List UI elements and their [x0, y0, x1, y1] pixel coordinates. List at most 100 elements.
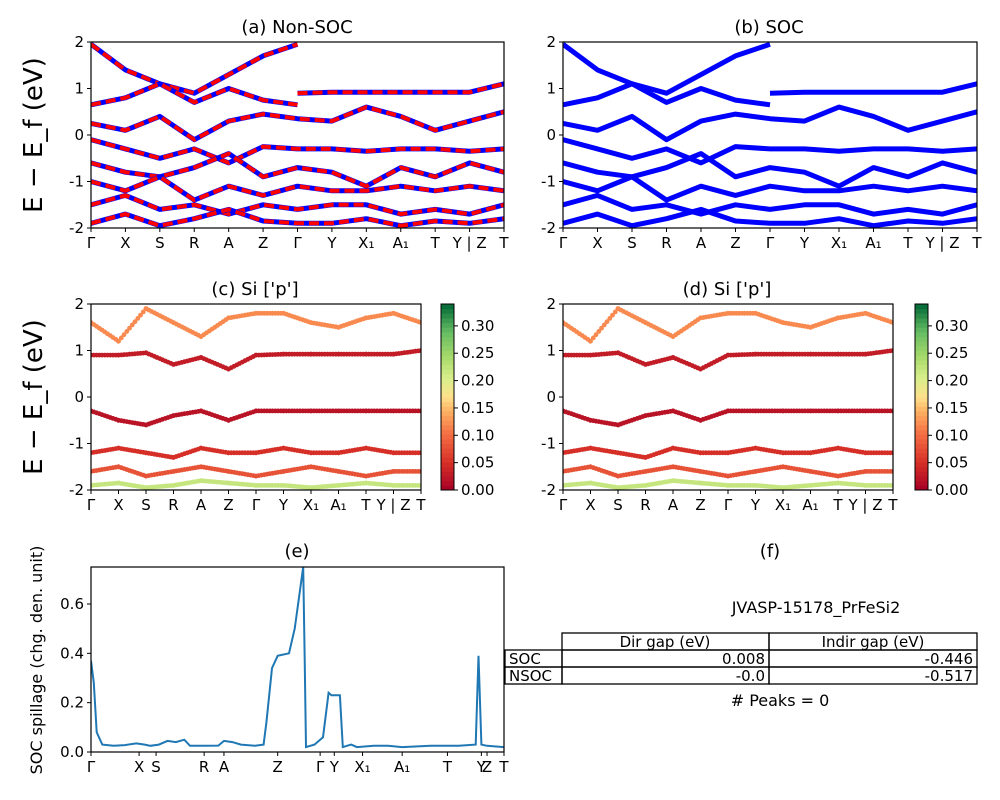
x-tick-label: T: [360, 496, 371, 514]
colorbar-segment: [441, 304, 454, 310]
plot-data-layer: [91, 42, 504, 228]
colorbar-segment: [915, 383, 928, 389]
colorbar-segment: [915, 355, 928, 361]
panel-e-ylabel: SOC spillage (chg. den. unit): [27, 546, 46, 775]
y-tick-label: 2: [546, 295, 556, 313]
y-tick-label: -1: [541, 435, 556, 453]
colorbar-segment: [915, 331, 928, 338]
gap-table-row-soc-dir: 0.008: [722, 650, 765, 668]
colorbar-segment: [441, 322, 454, 328]
colorbar-segment: [915, 359, 928, 365]
band-line-7: [563, 192, 977, 217]
colorbar-tick-label: 0.00: [935, 481, 968, 499]
y-tick-label: 1: [74, 342, 84, 360]
x-tick-label: A₁: [394, 758, 410, 776]
y-tick-label: 0.6: [60, 595, 84, 613]
panel-e-plot: 0.00.20.40.6Γ X S R A Z Γ Y X₁ A₁ T YZ T: [60, 566, 509, 776]
colorbar-segment: [915, 462, 928, 468]
colorbar-tick-label: 0.05: [461, 454, 494, 472]
colorbar-segment: [915, 401, 928, 407]
colorbar-segment: [441, 378, 454, 384]
plot-data-layer: [91, 567, 504, 749]
x-tick-label: Z: [730, 234, 740, 252]
y-tick-label: -1: [541, 173, 556, 191]
colorbar-segment: [441, 369, 454, 375]
colorbar-segment: [441, 327, 454, 333]
x-tick-label: Y: [799, 234, 810, 252]
colorbar-segment: [441, 424, 454, 431]
panel-f-title: (f): [760, 541, 780, 562]
axes-frame: [90, 303, 422, 491]
x-tick-label: A₁: [330, 496, 346, 514]
x-tick-label: T: [430, 234, 441, 252]
colorbar-segment: [441, 438, 454, 444]
y-tick-label: 0.4: [60, 644, 84, 662]
x-tick-label: Γ: [293, 234, 302, 252]
x-tick-label: X₁: [775, 496, 791, 514]
x-tick-label: Y | Z: [847, 496, 882, 514]
colorbar-segment: [915, 485, 928, 491]
colorbar-segment: [441, 392, 454, 398]
panel-b-soc-bands: (b) SOC -2 -1 0 1 2 Γ X S R A Z Γ Y X₁ A₁ T Y | Z T: [541, 17, 982, 252]
x-tick-label: R: [168, 496, 178, 514]
x-tick-label: X₁: [354, 758, 370, 776]
gap-table-cell-nsoc-indir: [768, 666, 978, 685]
colorbar-segment: [441, 471, 454, 477]
y-tick-label: 2: [546, 33, 556, 51]
band-line-4: [563, 137, 977, 166]
colorbar-segment: [441, 401, 454, 407]
x-tick-label: Z: [273, 758, 283, 776]
band-point: [601, 322, 607, 328]
gap-table-row-nsoc-indir: -0.517: [925, 667, 973, 685]
band-overlay-8: [91, 207, 504, 228]
x-tick-label: Y: [329, 758, 340, 776]
x-tick-label: Γ: [559, 234, 568, 252]
colorbar-segment: [441, 452, 454, 458]
colorbar-segment: [915, 471, 928, 477]
colorbar-segment: [441, 373, 454, 379]
band-line-3: [91, 104, 504, 143]
y-tick-label: 2: [74, 295, 84, 313]
y-tick-label: 0.2: [60, 694, 84, 712]
x-tick-label: Y | Z: [924, 234, 959, 252]
x-tick-label: Y | Z: [375, 496, 410, 514]
y-tick-label: 0: [74, 126, 84, 144]
x-tick-label: A: [196, 496, 207, 514]
y-tick-label: 0.0: [60, 743, 84, 761]
y-tick-label: -2: [541, 219, 556, 237]
peaks-count: # Peaks = 0: [731, 691, 830, 710]
colorbar-segment: [915, 448, 928, 454]
band-point: [118, 335, 124, 341]
band-point: [127, 325, 132, 331]
x-tick-label: Γ: [252, 496, 261, 514]
x-tick-label: S: [151, 758, 161, 776]
x-tick-label: T: [415, 496, 426, 514]
colorbar-segment: [441, 345, 454, 351]
x-tick-label: R: [199, 758, 209, 776]
x-tick-label: Y: [326, 234, 337, 252]
band-line-3: [563, 104, 977, 143]
colorbar-segment: [441, 420, 454, 426]
colorbar-tick-label: 0.20: [461, 372, 494, 390]
x-tick-label: A₁: [802, 496, 818, 514]
colorbar-segment: [915, 322, 928, 328]
colorbar-segment: [915, 387, 928, 393]
colorbar-segment: [915, 410, 928, 417]
colorbar-segment: [915, 476, 928, 482]
colorbar-segment: [441, 341, 454, 347]
x-tick-label: X₁: [831, 234, 847, 252]
x-tick-label: A₁: [393, 234, 409, 252]
colorbar-segment: [915, 336, 928, 342]
colorbar-segment: [915, 308, 928, 314]
colorbar-segment: [441, 383, 454, 389]
band-point: [612, 309, 618, 315]
band-line-0: [91, 42, 299, 96]
colorbar-segment: [441, 457, 454, 463]
x-tick-label: T: [971, 234, 982, 252]
y-tick-label: 2: [74, 33, 84, 51]
x-tick-label: X: [134, 758, 144, 776]
panel-e-title: (e): [284, 541, 309, 562]
y-tick-label: -2: [541, 481, 556, 499]
band-overlay-7: [91, 193, 504, 217]
